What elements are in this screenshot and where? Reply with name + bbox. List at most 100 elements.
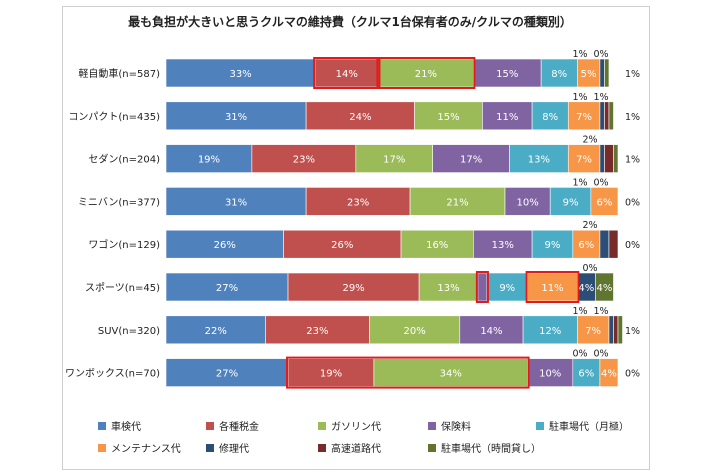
bar-segment [165, 144, 253, 173]
bar-segment [165, 101, 307, 131]
legend-label: 保険料 [441, 420, 471, 433]
bar-segment [608, 101, 614, 131]
data-label: 11% [496, 112, 518, 123]
data-label: 23% [347, 197, 369, 208]
data-label: 33% [229, 69, 251, 80]
data-label: 27% [216, 369, 238, 380]
bar-segment [165, 229, 284, 259]
data-label: 16% [426, 240, 448, 251]
legend-label: ガソリン代 [331, 421, 381, 433]
bar-segment [613, 315, 619, 345]
bar-segment [283, 229, 402, 259]
data-label: 21% [415, 69, 437, 80]
legend-swatch [536, 422, 544, 430]
legend-swatch [428, 444, 436, 452]
category-label: スポーツ(n=45) [85, 282, 160, 294]
bar-segment [604, 144, 614, 173]
legend-label: 駐車場代（時間貸し） [441, 442, 541, 455]
bar-segment [165, 358, 289, 387]
data-label: 22% [205, 326, 227, 337]
highlight-box [525, 271, 580, 303]
bar-segment [527, 358, 574, 387]
data-label: 5% [581, 69, 597, 80]
bar-segment [400, 229, 474, 259]
data-label-above: 1% [572, 92, 587, 103]
bar-segment [251, 144, 357, 173]
bar-segment [459, 315, 524, 345]
legend-label: 車検代 [111, 420, 141, 433]
bar-segment [477, 272, 488, 302]
legend-label: メンテナンス代 [111, 443, 181, 455]
legend-swatch [206, 422, 214, 430]
bar-segment [165, 187, 307, 216]
data-label: 17% [383, 155, 405, 166]
legend-label: 駐車場代（月極） [549, 420, 629, 433]
data-label: 10% [516, 197, 538, 208]
legend-label: 修理代 [219, 442, 249, 455]
bar-segment [595, 272, 614, 302]
data-label: 31% [225, 197, 247, 208]
bar-segment [165, 272, 289, 302]
bar-segment [613, 144, 619, 173]
highlight-box [376, 57, 476, 89]
bar-segment [599, 144, 605, 173]
bar-segment [522, 315, 578, 345]
category-label: セダン(n=204) [88, 153, 160, 166]
bar-segment [572, 358, 601, 387]
legend-swatch [98, 444, 106, 452]
chart-title: 最も負担が大きいと思うクルマの維持費（クルマ1台保有者のみ/クルマの種類別） [128, 14, 572, 29]
data-label: 7% [576, 155, 592, 166]
bar-segment [599, 58, 605, 88]
bar-segment [473, 229, 533, 259]
bar-segment [604, 101, 610, 131]
category-label: ワゴン(n=129) [88, 238, 160, 251]
bar-segment [414, 101, 483, 131]
bar-segment [604, 58, 610, 88]
data-label-above: 1% [593, 92, 608, 103]
bar-segment [599, 229, 610, 259]
data-label-right: 0% [625, 197, 640, 208]
data-label: 23% [293, 155, 315, 166]
bar-segment [409, 187, 506, 216]
data-label: 6% [578, 240, 594, 251]
data-label-above: 0% [593, 49, 608, 60]
data-label-right: 1% [625, 155, 640, 166]
data-label: 4% [578, 283, 594, 294]
data-label-right: 1% [625, 112, 640, 123]
data-label-above: 1% [593, 306, 608, 317]
bar-segment [378, 58, 474, 88]
data-label: 9% [563, 197, 579, 208]
data-label: 6% [578, 369, 594, 380]
highlight-box [475, 271, 489, 303]
data-label: 6% [597, 197, 613, 208]
data-label: 8% [551, 69, 567, 80]
data-label: 8% [542, 112, 558, 123]
bar-segment [265, 315, 370, 345]
data-label: 23% [306, 326, 328, 337]
data-label-above: 2% [582, 135, 597, 146]
data-label: 15% [437, 112, 459, 123]
data-label: 24% [349, 112, 371, 123]
bar-segment [577, 315, 610, 345]
data-label: 27% [216, 283, 238, 294]
bar-segment [504, 187, 551, 216]
data-label-above: 0% [582, 263, 597, 274]
legend-swatch [206, 444, 214, 452]
data-label: 26% [331, 240, 353, 251]
data-label: 13% [437, 283, 459, 294]
legend-swatch [318, 444, 326, 452]
data-label: 13% [528, 155, 550, 166]
bar-segment [590, 187, 619, 216]
highlight-box [286, 356, 530, 389]
bar-segment [608, 315, 614, 345]
data-label-right: 1% [625, 326, 640, 337]
legend: 車検代 各種税金 ガソリン代 保険料 駐車場代（月極） メンテナンス代 修理代 高速道路代 駐車… [98, 420, 629, 455]
category-label: ワンボックス(n=70) [65, 368, 160, 380]
bar-segment [509, 144, 569, 173]
bar-segment [531, 101, 569, 131]
data-label-right: 0% [625, 240, 640, 251]
legend-label: 各種税金 [219, 420, 259, 433]
data-label: 4% [601, 369, 617, 380]
data-label: 31% [225, 112, 247, 123]
